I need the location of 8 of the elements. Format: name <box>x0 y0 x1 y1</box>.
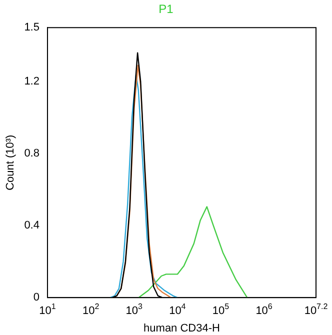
y-tick-label: 1.2 <box>24 76 40 88</box>
chart-title: P1 <box>158 1 174 18</box>
y-tick-label: 0 <box>33 292 40 304</box>
y-tick-label: 0.4 <box>24 220 40 232</box>
y-tick-label: 0.8 <box>24 148 40 160</box>
x-axis-title: human CD34-H <box>144 322 220 334</box>
y-tick-label: 1.5 <box>24 22 40 34</box>
y-axis-title: Count (10³) <box>4 134 17 190</box>
